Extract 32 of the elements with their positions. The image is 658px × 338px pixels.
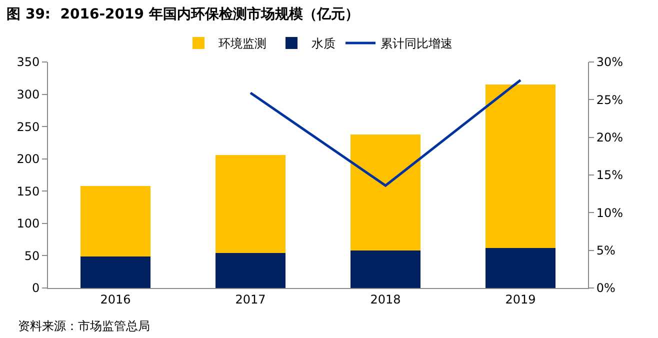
y-tick-label: 100 xyxy=(16,216,40,231)
x-tick-label: 2017 xyxy=(235,292,266,306)
legend-label: 环境监测 xyxy=(218,36,266,51)
x-tick-label: 2016 xyxy=(100,292,131,306)
x-tick-label: 2019 xyxy=(505,292,536,306)
y-tick-label: 350 xyxy=(16,55,40,70)
y2-tick-label: 20% xyxy=(596,130,624,145)
y-tick-label: 50 xyxy=(24,248,40,263)
bar xyxy=(80,256,151,288)
chart-title: 图 39: 2016-2019 年国内环保检测市场规模（亿元） xyxy=(6,5,359,22)
x-tick-label: 2018 xyxy=(370,292,401,306)
bar xyxy=(485,84,556,248)
bar xyxy=(215,154,286,254)
bar xyxy=(350,134,421,251)
y2-tick-label: 15% xyxy=(596,168,624,182)
y2-tick-label: 5% xyxy=(596,244,616,258)
bar xyxy=(485,248,556,288)
y-tick-label: 250 xyxy=(16,120,40,134)
y2-tick-label: 0% xyxy=(596,281,616,296)
text: 资料来源：市场监管总局 xyxy=(18,319,150,333)
y-tick-label: 0 xyxy=(32,281,40,296)
legend-label: 累计同比增速 xyxy=(380,36,452,51)
bar xyxy=(215,253,286,288)
y2-tick-label: 10% xyxy=(596,206,624,220)
y-tick-label: 200 xyxy=(16,152,40,166)
y-tick-label: 150 xyxy=(16,184,40,198)
legend-label: 水质 xyxy=(312,36,336,51)
y2-tick-label: 30% xyxy=(596,55,624,70)
bar xyxy=(80,186,151,256)
y2-tick-label: 25% xyxy=(596,92,624,107)
bar xyxy=(350,250,421,288)
y-tick-label: 300 xyxy=(16,87,40,102)
